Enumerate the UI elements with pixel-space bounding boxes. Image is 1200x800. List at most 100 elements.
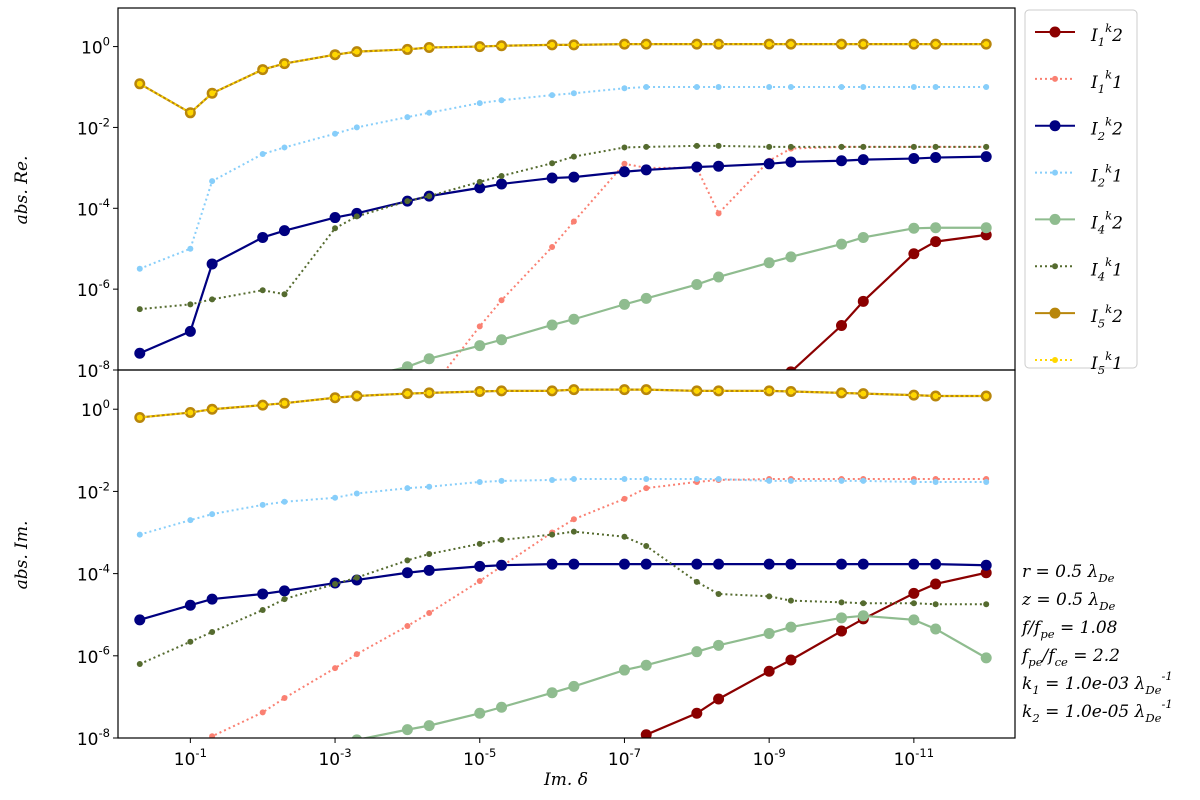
data-point	[908, 614, 920, 626]
data-point	[693, 142, 700, 149]
data-point	[857, 295, 869, 307]
data-point	[932, 143, 939, 150]
data-point	[838, 599, 845, 606]
data-point	[570, 218, 577, 225]
data-point	[568, 171, 580, 183]
series-line	[139, 43, 987, 115]
data-point	[498, 536, 505, 543]
annotation: k2 = 1.0e-05 λDe-1	[1022, 697, 1173, 725]
data-point	[476, 178, 483, 185]
data-point	[476, 43, 483, 50]
data-point	[353, 124, 360, 131]
data-point	[693, 476, 700, 483]
data-point	[785, 366, 797, 370]
data-point	[568, 558, 580, 570]
data-point	[426, 389, 433, 396]
data-point	[332, 51, 339, 58]
data-point	[930, 152, 942, 164]
x-tick-label: 10-9	[753, 745, 786, 770]
data-point	[426, 44, 433, 51]
data-point	[332, 494, 339, 501]
data-point	[476, 540, 483, 547]
data-point	[136, 80, 143, 87]
data-point	[860, 390, 867, 397]
data-point	[476, 100, 483, 107]
data-point	[423, 564, 435, 576]
data-point	[549, 531, 556, 538]
data-point	[860, 477, 867, 484]
data-point	[838, 41, 845, 48]
data-point	[857, 558, 869, 570]
data-point	[209, 628, 216, 635]
data-point	[498, 297, 505, 304]
legend-label: I5k1	[1090, 349, 1123, 377]
data-point	[715, 142, 722, 149]
legend-label: I2k1	[1090, 161, 1123, 189]
data-point	[404, 390, 411, 397]
annotation: fpe/fce = 2.2	[1020, 646, 1120, 670]
y-tick-label: 10-6	[77, 643, 110, 668]
data-point	[259, 709, 266, 716]
data-point	[836, 625, 848, 637]
legend-marker	[1052, 75, 1058, 82]
data-point	[209, 511, 216, 518]
data-point	[426, 193, 433, 200]
data-point	[621, 41, 628, 48]
y-tick-label: 100	[81, 397, 110, 422]
data-point	[980, 151, 992, 163]
data-point	[930, 623, 942, 635]
data-point	[643, 41, 650, 48]
data-point	[932, 84, 939, 91]
axes-frame	[117, 369, 1016, 739]
data-point	[474, 182, 486, 194]
data-point	[910, 143, 917, 150]
data-point	[930, 222, 942, 234]
data-point	[496, 701, 508, 713]
data-point	[498, 97, 505, 104]
data-point	[785, 654, 797, 666]
data-point	[763, 257, 775, 269]
data-point	[278, 225, 290, 237]
data-point	[715, 590, 722, 597]
data-point	[766, 477, 773, 484]
series-line	[139, 144, 987, 311]
data-point	[763, 627, 775, 639]
data-point	[209, 296, 216, 303]
data-point	[643, 476, 650, 483]
data-point	[691, 279, 703, 291]
data-point	[351, 373, 362, 384]
y-tick-label: 10-8	[77, 357, 110, 382]
data-point	[474, 707, 486, 719]
x-tick-label: 10-5	[463, 745, 496, 770]
data-point	[404, 485, 411, 492]
data-point	[281, 144, 288, 151]
data-point	[643, 386, 650, 393]
data-point	[426, 483, 433, 490]
plot-area	[134, 384, 992, 738]
data-point	[136, 661, 143, 668]
data-point	[426, 610, 433, 617]
data-point	[401, 361, 413, 370]
data-point	[910, 392, 917, 399]
data-point	[640, 558, 652, 570]
data-point	[910, 478, 917, 485]
data-point	[983, 601, 990, 608]
data-point	[329, 212, 341, 224]
data-point	[136, 306, 143, 313]
data-point	[209, 178, 216, 185]
data-point	[423, 353, 435, 365]
data-point	[259, 66, 266, 73]
data-point	[259, 151, 266, 158]
y-axis-label: abs. Im.	[12, 521, 32, 590]
data-point	[908, 153, 920, 165]
data-point	[766, 143, 773, 150]
data-point	[787, 477, 794, 484]
data-point	[426, 109, 433, 116]
data-point	[910, 600, 917, 607]
data-point	[640, 659, 652, 671]
data-point	[184, 325, 196, 337]
data-point	[763, 665, 775, 677]
data-point	[498, 477, 505, 484]
data-point	[766, 84, 773, 91]
data-point	[570, 386, 577, 393]
